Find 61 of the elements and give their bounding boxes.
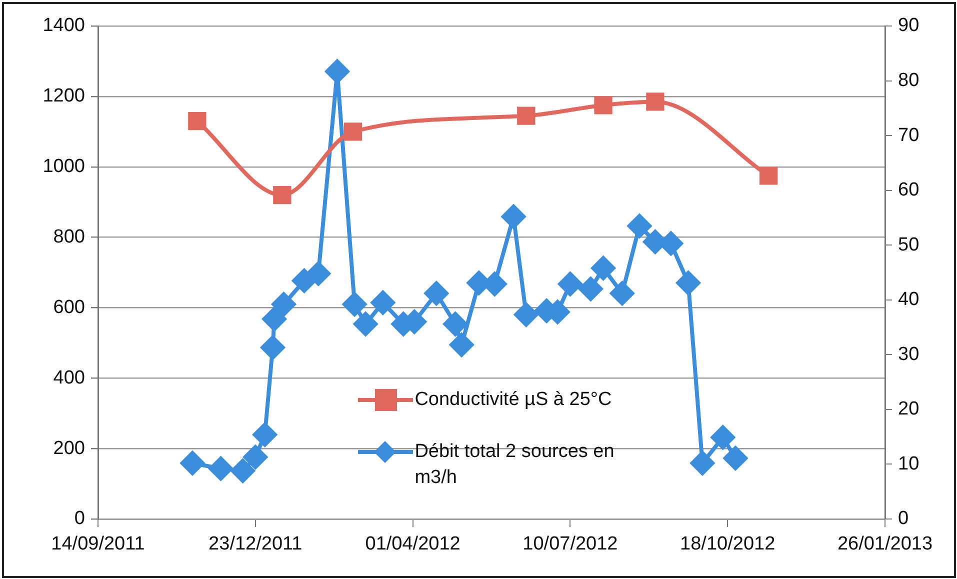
point <box>260 336 285 360</box>
y2-tick-label: 0 <box>898 508 909 530</box>
point <box>610 281 634 306</box>
y2-tick-label: 60 <box>898 180 920 201</box>
y-tick-label: 1200 <box>42 86 85 107</box>
y2-tick-label: 10 <box>898 453 920 474</box>
point <box>273 186 292 204</box>
y2-tick-label: 50 <box>898 234 920 256</box>
point <box>342 292 367 316</box>
point <box>594 96 612 114</box>
y-tick-label: 200 <box>53 438 85 459</box>
y2-tick-label: 90 <box>898 15 920 36</box>
point <box>502 204 526 229</box>
y-tick-label: 0 <box>74 508 85 530</box>
y-tick-label: 1000 <box>42 156 85 178</box>
point <box>759 166 778 185</box>
point <box>627 214 652 238</box>
point <box>262 307 286 332</box>
point <box>424 281 448 306</box>
point <box>292 268 316 293</box>
x-tick-label: 01/04/2012 <box>365 534 460 555</box>
point <box>591 256 616 280</box>
point <box>578 276 603 301</box>
y-tick-label: 800 <box>53 226 85 248</box>
point <box>514 302 538 327</box>
point <box>354 312 378 336</box>
point <box>272 292 296 316</box>
point <box>230 458 255 483</box>
legend-label: Débit total 2 sources en m3/h <box>414 440 616 490</box>
y2-tick-label: 40 <box>898 289 920 310</box>
x-tick-label: 23/12/2011 <box>208 534 302 555</box>
point <box>450 332 474 357</box>
y2-tick-label: 20 <box>898 398 920 420</box>
point <box>344 122 362 141</box>
point <box>710 425 735 450</box>
point <box>325 59 350 84</box>
point <box>443 312 468 336</box>
x-tick-label: 14/09/2011 <box>51 534 145 555</box>
legend-label: Conductivité µS à 25°C <box>414 388 613 412</box>
point <box>676 270 700 295</box>
point <box>646 92 664 111</box>
point <box>517 106 536 125</box>
point <box>306 262 330 286</box>
x-tick-label: 10/07/2012 <box>522 534 618 555</box>
y2-tick-label: 30 <box>898 344 920 365</box>
y-tick-label: 1400 <box>42 15 85 36</box>
point <box>558 272 582 296</box>
x-tick-label: 26/01/2013 <box>837 534 933 555</box>
y2-tick-label: 80 <box>898 70 920 92</box>
point <box>208 456 233 481</box>
point <box>188 112 206 130</box>
y2-tick-label: 70 <box>898 124 920 146</box>
point <box>180 451 204 476</box>
point <box>690 451 714 476</box>
point <box>243 445 268 470</box>
y-tick-label: 600 <box>53 296 85 318</box>
point <box>370 290 395 315</box>
point <box>723 446 748 470</box>
point <box>252 422 277 447</box>
x-tick-label: 18/10/2012 <box>680 534 776 555</box>
y-tick-label: 400 <box>53 367 85 388</box>
